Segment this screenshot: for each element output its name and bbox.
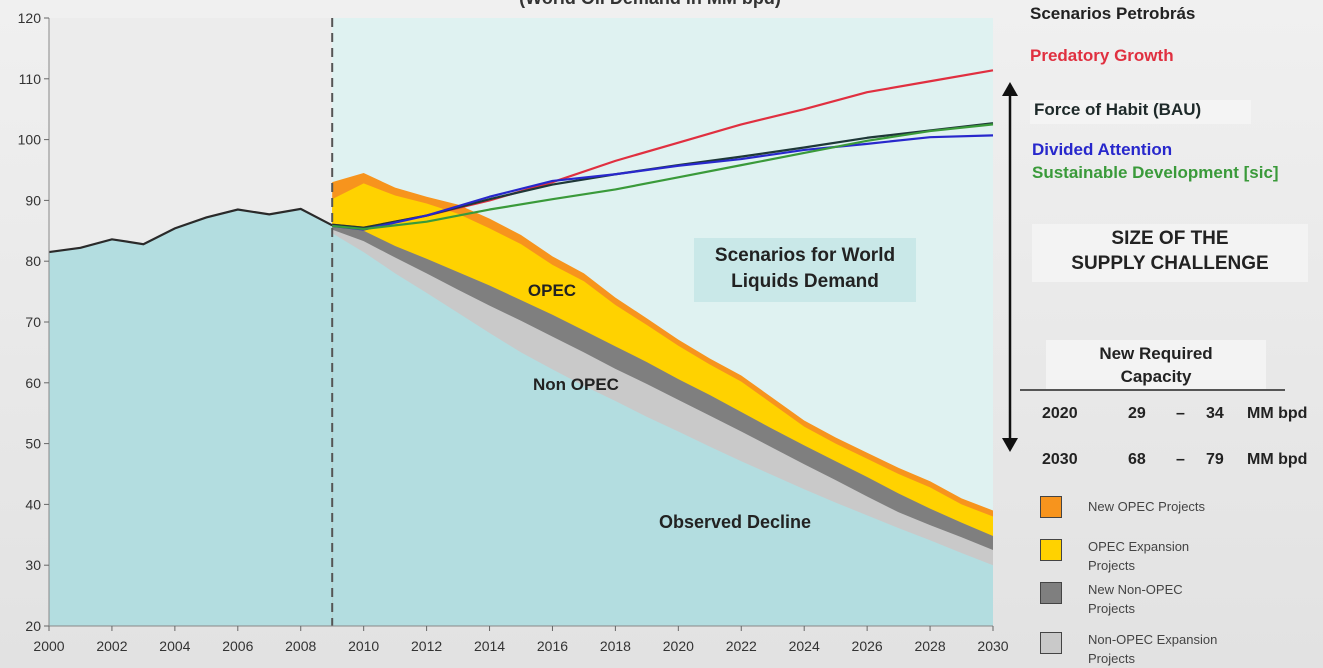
area-observed-decline (332, 233, 993, 626)
key-swatch-new-opec (1040, 496, 1062, 518)
x-tick-label: 2000 (33, 638, 64, 654)
capacity-row-2030: 2030 68 – 79 MM bpd (1042, 451, 1322, 471)
y-tick-label: 100 (18, 132, 42, 148)
non-opec-label: Non OPEC (533, 375, 619, 394)
supply-challenge-arrow-up (1002, 82, 1018, 96)
y-tick-label: 70 (25, 314, 41, 330)
scenarios-box-background (694, 238, 916, 302)
scenarios-box-line: Scenarios for World (715, 245, 895, 266)
y-tick-label: 120 (18, 10, 42, 26)
x-tick-label: 2004 (159, 638, 190, 654)
key-label: New Non-OPEC Projects (1088, 582, 1183, 616)
history-line (48, 207, 333, 254)
line-divided-attention (332, 134, 994, 231)
x-tick-label: 2024 (789, 638, 820, 654)
key-swatch-new-non-opec (1040, 582, 1062, 604)
capacity-line-2: Capacity (1120, 367, 1192, 386)
y-tick-label: 20 (25, 618, 41, 634)
x-tick-label: 2018 (600, 638, 631, 654)
key-label: OPEC Expansion Projects (1088, 539, 1190, 573)
capacity-line-1: New Required (1099, 344, 1213, 363)
supply-challenge-line-1: SIZE OF THE (1111, 228, 1229, 249)
legend-force-of-habit: Force of Habit (BAU) (1030, 100, 1252, 124)
y-tick-label: 110 (19, 71, 42, 87)
legend-divided-attention: Divided Attention (1032, 140, 1173, 159)
supply-challenge-line-2: SUPPLY CHALLENGE (1071, 253, 1269, 274)
capacity-high: 79 (1206, 451, 1224, 468)
key-swatch-non-opec-expansion (1040, 632, 1062, 654)
x-tick-label: 2002 (96, 638, 127, 654)
x-tick-label: 2022 (726, 638, 757, 654)
history-area (49, 208, 333, 627)
x-tick-label: 2006 (222, 638, 253, 654)
y-tick-label: 50 (25, 436, 41, 452)
supply-challenge-label: SIZE OF THE SUPPLY CHALLENGE (1032, 224, 1308, 282)
capacity-dash: – (1176, 451, 1185, 468)
capacity-year: 2020 (1042, 405, 1078, 422)
capacity-low: 68 (1128, 451, 1146, 468)
x-tick-label: 2008 (285, 638, 316, 654)
capacity-row-2020: 2020 29 – 34 MM bpd (1042, 405, 1322, 425)
capacity-low: 29 (1128, 405, 1146, 422)
line-sustainable-development-sic (332, 123, 994, 231)
capacity-divider (1020, 389, 1285, 391)
y-tick-label: 60 (25, 375, 41, 391)
y-tick-label: 80 (25, 253, 41, 269)
x-tick-label: 2020 (663, 638, 694, 654)
capacity-year: 2030 (1042, 451, 1078, 468)
observed-decline-label: Observed Decline (659, 512, 811, 532)
capacity-unit: MM bpd (1247, 451, 1308, 468)
x-tick-label: 2012 (411, 638, 442, 654)
x-tick-label: 2016 (537, 638, 568, 654)
scenarios-box-line: Liquids Demand (731, 271, 879, 292)
key-swatch-opec-expansion (1040, 539, 1062, 561)
key-new-non-opec: New Non-OPEC Projects (1040, 580, 1240, 620)
x-tick-label: 2014 (474, 638, 505, 654)
legend-title: Scenarios Petrobrás (1030, 4, 1196, 23)
x-tick-label: 2028 (914, 638, 945, 654)
chart-subtitle: (World Oil Demand in MM bpd) (519, 0, 781, 8)
supply-challenge-arrow-down (1002, 438, 1018, 452)
opec-label: OPEC (528, 281, 576, 300)
y-tick-label: 90 (25, 192, 41, 208)
key-label: Non-OPEC Expansion Projects (1088, 632, 1218, 666)
legend-predatory-growth: Predatory Growth (1030, 46, 1174, 65)
y-tick-label: 30 (25, 557, 41, 573)
x-tick-label: 2030 (977, 638, 1008, 654)
key-new-opec: New OPEC Projects (1040, 494, 1240, 524)
new-required-capacity-label: New Required Capacity (1046, 340, 1266, 390)
key-label: New OPEC Projects (1088, 499, 1206, 514)
x-tick-label: 2026 (852, 638, 883, 654)
legend-sustainable-development: Sustainable Development [sic] (1032, 163, 1279, 182)
x-tick-label: 2010 (348, 638, 379, 654)
capacity-dash: – (1176, 405, 1185, 422)
key-opec-expansion: OPEC Expansion Projects (1040, 537, 1240, 577)
capacity-unit: MM bpd (1247, 405, 1308, 422)
key-non-opec-expansion: Non-OPEC Expansion Projects (1040, 630, 1240, 668)
y-tick-label: 40 (25, 496, 41, 512)
capacity-high: 34 (1206, 405, 1224, 422)
